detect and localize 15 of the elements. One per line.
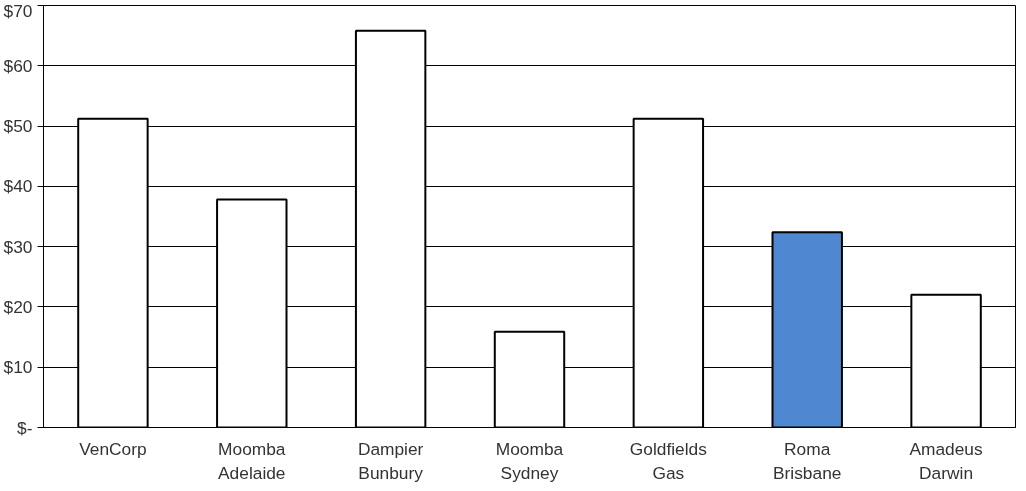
y-tick-label: $10 (3, 357, 33, 378)
y-tick-label: $- (17, 417, 33, 438)
x-tick-label: Amadeus Darwin (909, 438, 984, 483)
y-tick-label: $60 (3, 55, 33, 76)
x-tick-label: Moomba Adelaide (218, 438, 286, 483)
y-tick-label: $50 (3, 116, 33, 137)
x-tick-label: VenCorp (79, 438, 147, 459)
y-tick-label: $40 (3, 176, 33, 197)
x-tick-label: Dampier Bunbury (357, 438, 424, 483)
y-tick-label: $30 (3, 236, 33, 257)
x-tick-label: Goldfields Gas (629, 438, 708, 483)
y-tick-label: $70 (3, 0, 33, 21)
x-tick-label: Roma Brisbane (773, 438, 842, 483)
y-tick-label: $20 (3, 296, 33, 317)
x-tick-label: Moomba Sydney (495, 438, 564, 483)
